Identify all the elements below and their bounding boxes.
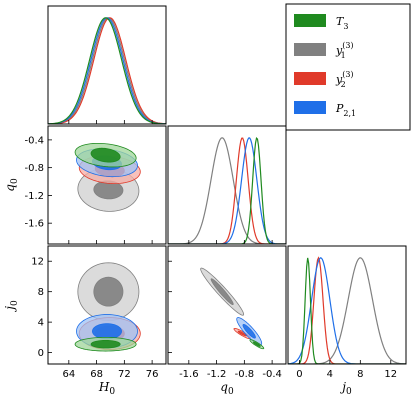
legend-label-P21: P2,1	[335, 102, 356, 118]
panel-H0-q0: -1.6 -1.2 -0.8 -0.4	[24, 125, 167, 245]
marginal-j0-y1	[288, 257, 406, 364]
panel-frame	[167, 125, 287, 245]
ytick-label-q0: -1.6	[24, 219, 44, 230]
ytick-label-q0: -0.8	[24, 163, 44, 174]
ytick-label-j0: 4	[38, 318, 44, 329]
xtick-label-q0: -0.8	[235, 369, 255, 380]
contour-inner-H0_j0-P21	[92, 323, 122, 340]
marginal-q0-y1	[168, 137, 286, 244]
marginal-H0-T3	[48, 17, 166, 124]
xtick-label-H0: 76	[146, 369, 159, 380]
contour-inner-q0_j0-y2	[237, 330, 247, 337]
ytick-label-j0: 0	[38, 348, 44, 359]
legend: T3 y(3) 1 y(3) 2 P2,1	[285, 3, 411, 131]
ytick-label-q0: -1.2	[24, 191, 44, 202]
legend-label-T3: T3	[336, 15, 348, 31]
contour-inner-H0_j0-T3	[90, 339, 121, 349]
legend-swatch-P21	[294, 101, 326, 114]
marginal-H0-y2	[48, 17, 166, 124]
panel-H0	[47, 5, 167, 125]
xtick-label-H0: 72	[118, 369, 131, 380]
marginal-H0-y1	[48, 17, 166, 124]
panel-H0-j0: 64 68 72 76 0 4 8 12	[31, 245, 167, 380]
legend-swatch-y2	[294, 72, 326, 85]
contour-inner-q0_j0-y1	[210, 278, 234, 306]
xaxis-label-j0: j0	[339, 380, 352, 397]
legend-label-y2: y(3) 2	[335, 70, 354, 89]
yaxis-label-q0: q0	[3, 178, 20, 192]
contour-inner-q0_j0-T3	[252, 341, 261, 347]
xtick-label-H0: 64	[62, 369, 75, 380]
panel-frame	[47, 5, 167, 125]
ytick-label-q0: -0.4	[24, 135, 44, 146]
marginal-j0-T3	[288, 257, 406, 364]
legend-swatch-T3	[294, 14, 326, 27]
ytick-label-j0: 12	[31, 257, 44, 268]
panel-j0: 0 4 8 12	[287, 245, 407, 380]
xtick-label-j0: 8	[357, 369, 363, 380]
ytick-label-j0: 8	[38, 287, 44, 298]
xtick-label-j0: 4	[327, 369, 333, 380]
contour-inner-H0_j0-y1	[93, 276, 124, 307]
marginal-q0-y2	[168, 137, 286, 244]
marginal-q0-T3	[168, 137, 286, 244]
marginal-j0-P21	[288, 257, 406, 364]
xaxis-label-H0: H0	[98, 380, 115, 397]
xtick-label-j0: 12	[384, 369, 397, 380]
contour-inner-q0_j0-P21	[242, 324, 256, 339]
xtick-label-H0: 68	[90, 369, 103, 380]
xtick-label-q0: -1.6	[179, 369, 199, 380]
panel-frame	[47, 245, 167, 365]
xtick-label-q0: -0.4	[262, 369, 282, 380]
legend-swatch-y1	[294, 43, 326, 56]
panel-frame	[47, 125, 167, 245]
panel-q0	[167, 125, 287, 245]
panel-frame	[287, 245, 407, 365]
xtick-label-q0: -1.2	[207, 369, 227, 380]
xtick-label-j0: 0	[296, 369, 302, 380]
marginal-H0-P21	[48, 17, 166, 124]
yaxis-label-j0: j0	[3, 300, 20, 313]
marginal-j0-y2	[288, 256, 406, 364]
marginal-q0-P21	[168, 137, 286, 244]
panel-q0-j0: -1.6 -1.2 -0.8 -0.4	[167, 245, 287, 380]
contour-inner-H0_q0-T3	[90, 147, 121, 163]
xaxis-label-q0: q0	[220, 380, 234, 397]
panel-frame	[167, 245, 287, 365]
legend-label-y1: y(3) 1	[335, 41, 354, 60]
